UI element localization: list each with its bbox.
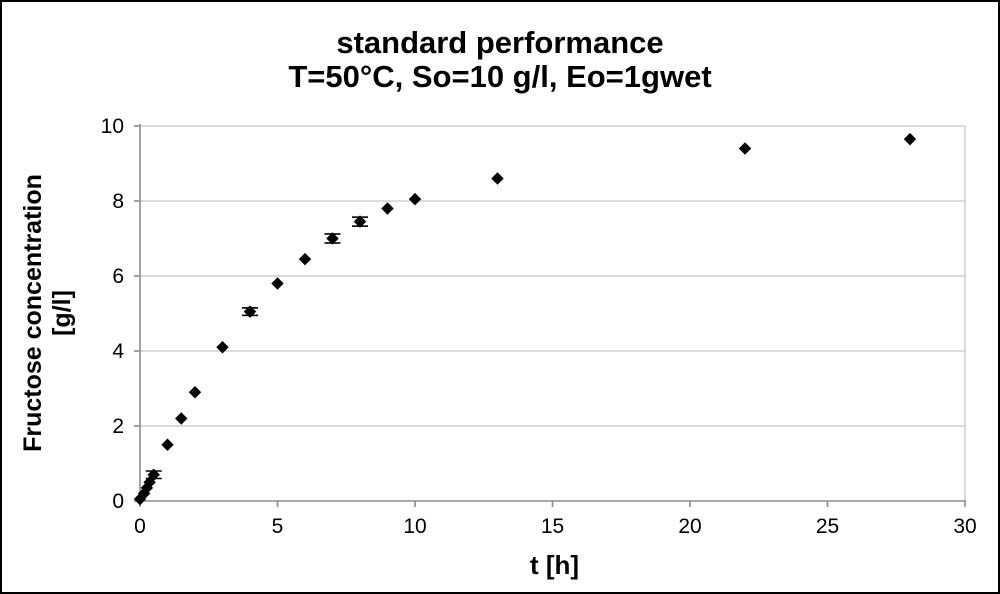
y-tick-label: 4	[112, 340, 124, 363]
chart-title-line2: T=50°C, So=10 g/l, Eo=1gwet	[288, 59, 712, 94]
data-point-marker	[133, 492, 147, 506]
x-axis-title: t [h]	[529, 550, 580, 580]
data-point-marker	[243, 305, 257, 318]
x-tick-label: 15	[541, 515, 564, 538]
data-point-marker	[408, 192, 422, 206]
data-point-marker	[326, 232, 339, 245]
x-tick-label: 30	[953, 515, 976, 538]
data-point-marker	[161, 438, 174, 451]
x-tick-label: 10	[403, 515, 426, 538]
data-point-marker	[188, 386, 202, 399]
y-tick-label: 2	[112, 415, 124, 438]
data-point-marker	[298, 252, 312, 266]
chart-title: standard performance T=50°C, So=10 g/l, …	[2, 26, 998, 94]
data-point-marker	[381, 202, 394, 215]
data-point-marker	[491, 172, 504, 185]
data-point-marker	[271, 277, 284, 290]
data-point-marker	[147, 468, 160, 481]
x-tick-label: 0	[134, 515, 146, 538]
y-tick-label: 10	[101, 115, 124, 138]
y-tick-label: 8	[112, 190, 124, 213]
data-point-marker	[175, 412, 188, 425]
x-tick-label: 5	[272, 515, 284, 538]
x-tick-label: 25	[816, 515, 839, 538]
data-point-marker	[903, 132, 917, 146]
data-point-marker	[143, 476, 156, 489]
y-tick-label: 6	[112, 265, 124, 288]
data-point-marker	[140, 481, 154, 495]
y-tick-label: 0	[112, 490, 124, 513]
data-point-marker	[738, 142, 752, 155]
chart-title-line1: standard performance	[336, 25, 664, 60]
data-point-marker	[216, 341, 229, 354]
data-point-marker	[137, 487, 151, 500]
data-point-marker	[353, 215, 367, 228]
x-tick-label: 20	[678, 515, 701, 538]
